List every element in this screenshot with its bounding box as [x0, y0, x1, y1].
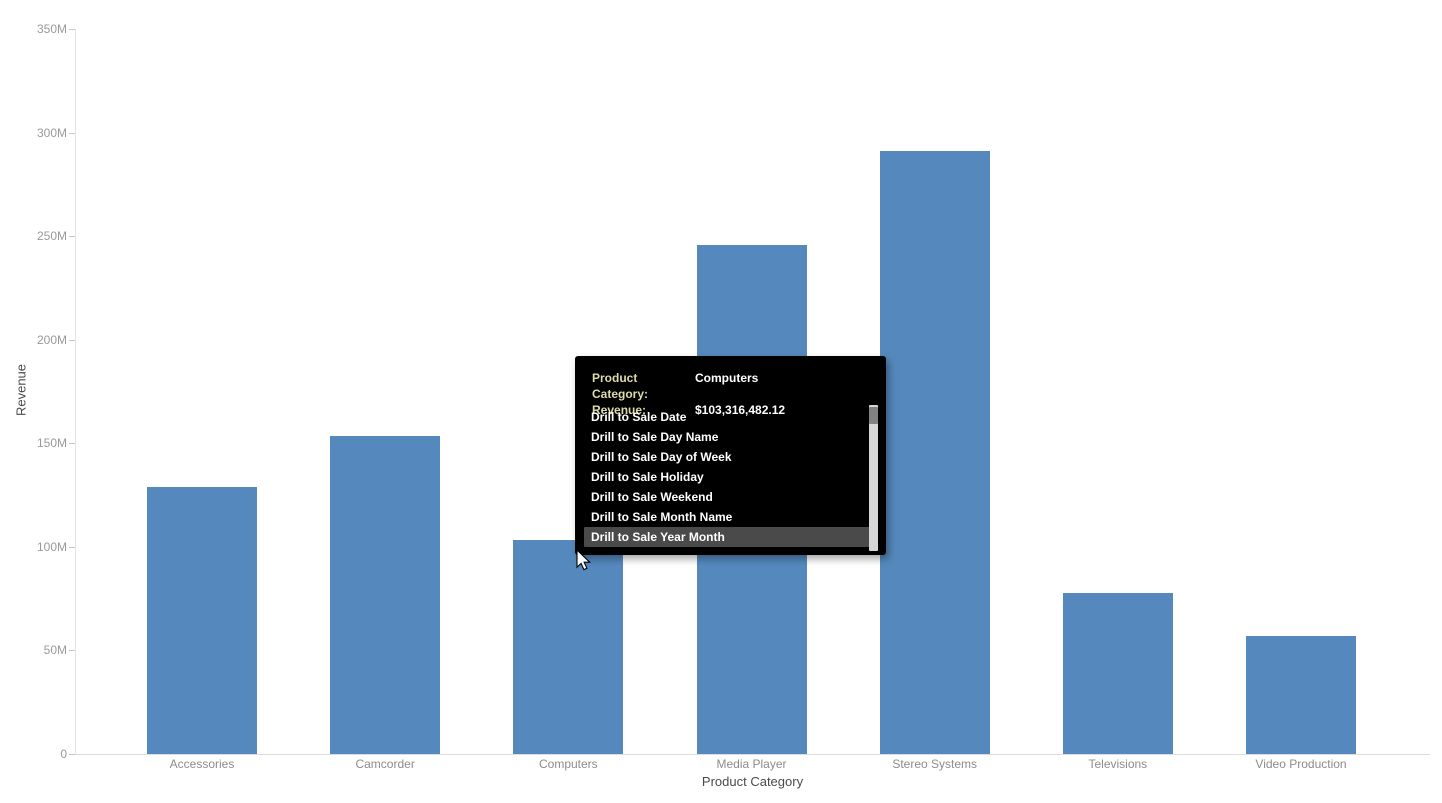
y-tick-label: 150M [36, 436, 67, 451]
drill-menu-item[interactable]: Drill to Sale Month Name [591, 510, 733, 524]
tooltip-metric-label: Revenue: [592, 403, 647, 417]
y-tick-label: 300M [36, 125, 67, 140]
bar-video-production[interactable] [1246, 635, 1357, 754]
scrollbar-track[interactable] [869, 405, 878, 551]
x-category-label: Computers [538, 757, 598, 771]
y-tick-label: 100M [36, 539, 67, 554]
tooltip-row-attribute: Product Category: Computers [592, 370, 872, 402]
y-tick-mark [69, 236, 75, 238]
drill-menu-item[interactable]: Drill to Sale Holiday [591, 470, 704, 484]
x-category-label: Video Production [1255, 757, 1347, 771]
y-tick-mark [69, 339, 75, 341]
y-axis-line [75, 29, 76, 754]
drill-context-menu: Product Category: Computers Revenue: $10… [575, 356, 886, 555]
y-tick-label: 200M [36, 332, 67, 347]
x-axis-title: Product Category [701, 774, 804, 789]
x-axis-line [75, 754, 1430, 755]
x-category-label: Accessories [169, 757, 235, 771]
y-tick-mark [69, 650, 75, 652]
x-category-label: Media Player [716, 757, 787, 771]
y-tick-label: 350M [36, 22, 67, 36]
x-category-label: Televisions [1088, 757, 1148, 771]
y-tick-label: 50M [43, 643, 67, 658]
drill-menu-item[interactable]: Drill to Sale Day Name [591, 430, 719, 444]
x-category-label: Stereo Systems [892, 757, 978, 771]
drill-menu-item[interactable]: Drill to Sale Date [591, 410, 687, 424]
y-tick-mark [69, 29, 75, 30]
y-tick-mark [69, 132, 75, 134]
y-axis-title: Revenue [13, 363, 29, 417]
bar-televisions[interactable] [1062, 592, 1173, 754]
tooltip-metric-value: $103,316,482.12 [695, 403, 786, 417]
tooltip-header: Product Category: Computers Revenue: $10… [592, 370, 872, 418]
bar-stereo-systems[interactable] [879, 151, 990, 754]
y-tick-label: 0 [60, 747, 67, 761]
x-category-label: Camcorder [355, 757, 415, 771]
y-tick-label: 250M [36, 229, 67, 244]
tooltip-attribute-label: Product Category: [592, 371, 649, 401]
bar-camcorder[interactable] [330, 435, 441, 754]
y-tick-mark [69, 443, 75, 445]
drill-menu-item[interactable]: Drill to Sale Day of Week [591, 450, 732, 464]
scrollbar-thumb[interactable] [869, 407, 878, 424]
y-tick-mark [69, 754, 75, 755]
drill-menu-item[interactable]: Drill to Sale Weekend [591, 490, 713, 504]
drill-menu: Drill to Sale Date Drill to Sale Day Name… [584, 407, 872, 547]
bar-accessories[interactable] [147, 486, 257, 754]
bar-computers[interactable] [513, 539, 624, 754]
tooltip-row-metric: Revenue: $103,316,482.12 [592, 402, 872, 418]
y-tick-mark [69, 546, 75, 548]
tooltip-attribute-value: Computers [695, 371, 759, 385]
drill-menu-item[interactable]: Drill to Sale Year Month [584, 527, 872, 547]
